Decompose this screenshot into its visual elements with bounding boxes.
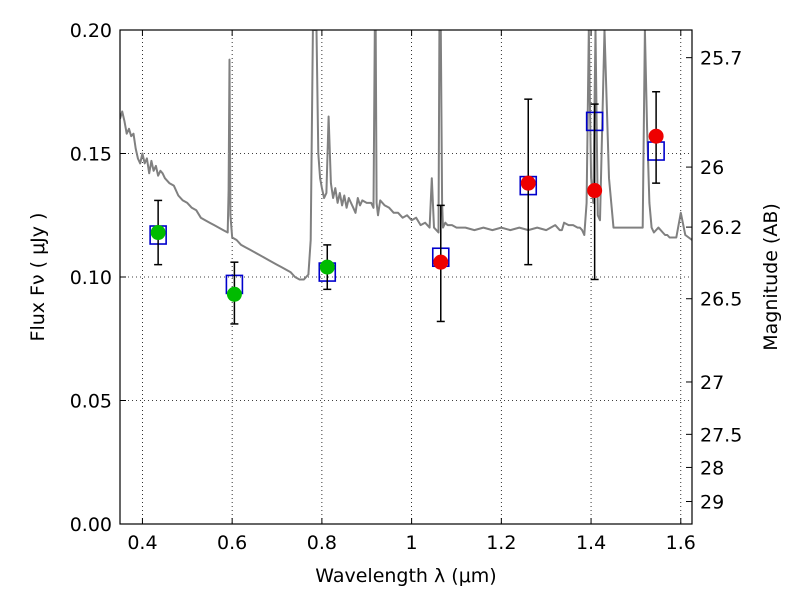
optical-point [226, 286, 242, 302]
magnitude-tick-label: 27 [700, 372, 724, 394]
y-axis-magnitude: 25.7 26 26.2 26.5 27 27.5 28 29 [686, 48, 742, 514]
x-tick-label: 0.8 [307, 532, 337, 554]
nir-point [433, 254, 449, 270]
magnitude-tick-label: 29 [700, 492, 724, 514]
y2-axis-title: Magnitude (AB) [760, 203, 782, 351]
x-tick-label: 0.4 [127, 532, 157, 554]
optical-point [150, 225, 166, 241]
y-tick-label: 0.20 [70, 20, 112, 42]
nir-point [587, 183, 603, 199]
optical-point [319, 259, 335, 275]
y-tick-label: 0.05 [70, 391, 112, 413]
magnitude-tick-label: 25.7 [700, 48, 742, 70]
magnitude-tick-label: 27.5 [700, 424, 742, 446]
nir-point [520, 175, 536, 191]
x-tick-label: 1 [406, 532, 418, 554]
x-axis-title: Wavelength λ (μm) [315, 565, 496, 587]
x-tick-label: 0.6 [217, 532, 247, 554]
y-tick-label: 0.10 [70, 267, 112, 289]
magnitude-tick-label: 26.5 [700, 289, 742, 311]
data-points-layer [149, 91, 665, 325]
x-axis: 0.4 0.6 0.8 1 1.2 1.4 1.6 [127, 30, 696, 554]
x-tick-label: 1.6 [666, 532, 696, 554]
y-tick-label: 0.00 [70, 514, 112, 536]
x-tick-label: 1.4 [576, 532, 606, 554]
magnitude-tick-label: 26 [700, 157, 724, 179]
magnitude-tick-label: 28 [700, 457, 724, 479]
spectrum-line [120, 30, 692, 281]
spectrum-layer [120, 30, 692, 281]
y-axis-title: Flux Fν ( μJy ) [27, 213, 49, 342]
x-tick-label: 1.2 [486, 532, 516, 554]
nir-point [648, 128, 664, 144]
magnitude-tick-label: 26.2 [700, 217, 742, 239]
y-axis-flux: 0.00 0.05 0.10 0.15 0.20 [70, 20, 126, 536]
y-tick-label: 0.15 [70, 144, 112, 166]
